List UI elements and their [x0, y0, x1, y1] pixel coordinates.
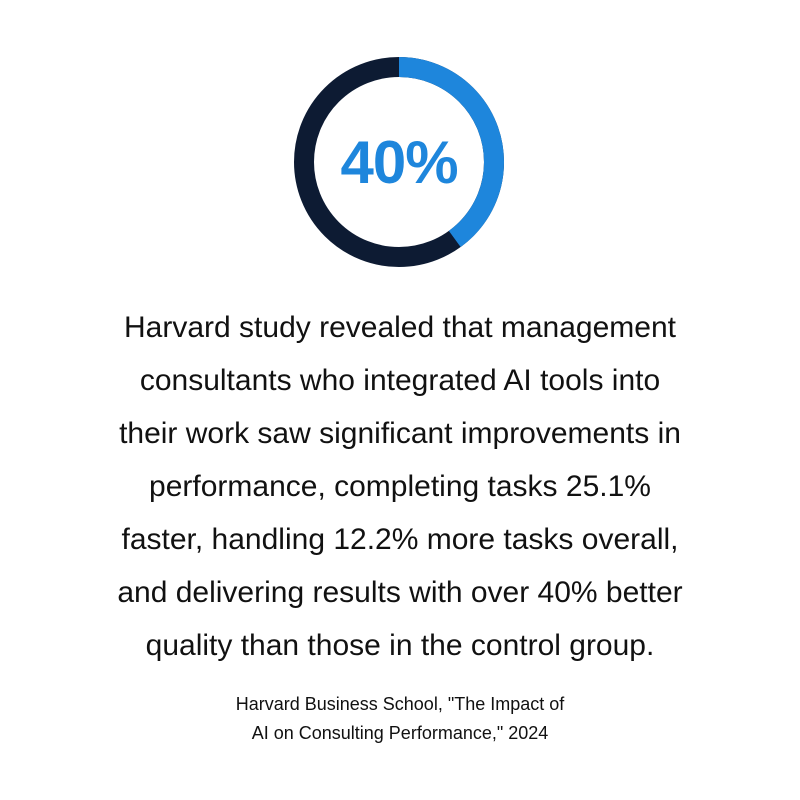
body-line: consultants who integrated AI tools into [139, 364, 661, 397]
donut-center-label: 40% [340, 128, 458, 196]
body-line: performance, completing tasks 25.1% [149, 470, 651, 503]
body-line: their work saw significant improvements … [119, 417, 681, 450]
body-line: quality than those in the control group. [145, 629, 655, 662]
donut-value-arc [294, 57, 504, 267]
donut-chart-svg [294, 57, 504, 267]
body-line: and delivering results with over 40% bet… [117, 576, 683, 609]
source-citation: Harvard Business School, "The Impact of … [100, 690, 700, 748]
body-line: Harvard study revealed that management [124, 311, 676, 344]
source-line: AI on Consulting Performance," 2024 [251, 723, 549, 743]
source-line: Harvard Business School, "The Impact of [235, 694, 565, 714]
donut-chart: 40% [294, 57, 504, 267]
body-text: Harvard study revealed that management c… [40, 301, 760, 672]
body-line: faster, handling 12.2% more tasks overal… [121, 523, 679, 556]
